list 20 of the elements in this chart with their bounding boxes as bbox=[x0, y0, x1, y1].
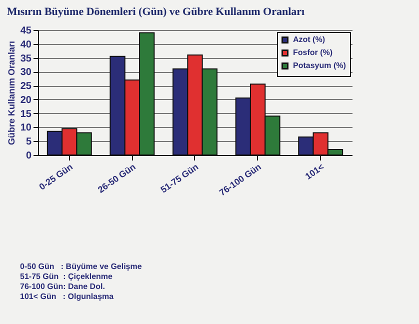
y-tick-label: 45 bbox=[20, 26, 32, 36]
y-tick-label: 25 bbox=[20, 81, 32, 92]
text: 0-50 Gün : Büyüme ve Gelişme bbox=[20, 262, 142, 271]
y-tick-label: 35 bbox=[20, 53, 32, 64]
y-tick-label: 5 bbox=[26, 136, 32, 148]
text: 51-75 Gün : Çiçeklenme bbox=[20, 272, 112, 281]
legend-label: Azot (%) bbox=[293, 35, 326, 44]
legend-label: Potasyum (%) bbox=[293, 61, 346, 70]
y-tick-label: 20 bbox=[20, 94, 32, 106]
y-tick-label: 0 bbox=[26, 150, 32, 162]
y-tick-label: 40 bbox=[20, 39, 32, 50]
text: 76-100 Gün: Dane Dol. bbox=[20, 282, 105, 291]
chart-title: Mısırın Büyüme Dönemleri (Gün) ve Gübre Kullanım Oranları bbox=[6, 6, 305, 18]
y-tick-label: 15 bbox=[20, 108, 32, 120]
y-tick-label: 10 bbox=[20, 122, 32, 134]
y-axis-title: Gübre Kullanım Oranları bbox=[6, 40, 16, 146]
y-tick-label: 30 bbox=[20, 67, 32, 78]
legend-label: Fosfor (%) bbox=[293, 48, 333, 57]
text: 101< Gün : Olgunlaşma bbox=[20, 292, 114, 301]
x-tick-label: 0-25 Gün bbox=[37, 162, 75, 192]
